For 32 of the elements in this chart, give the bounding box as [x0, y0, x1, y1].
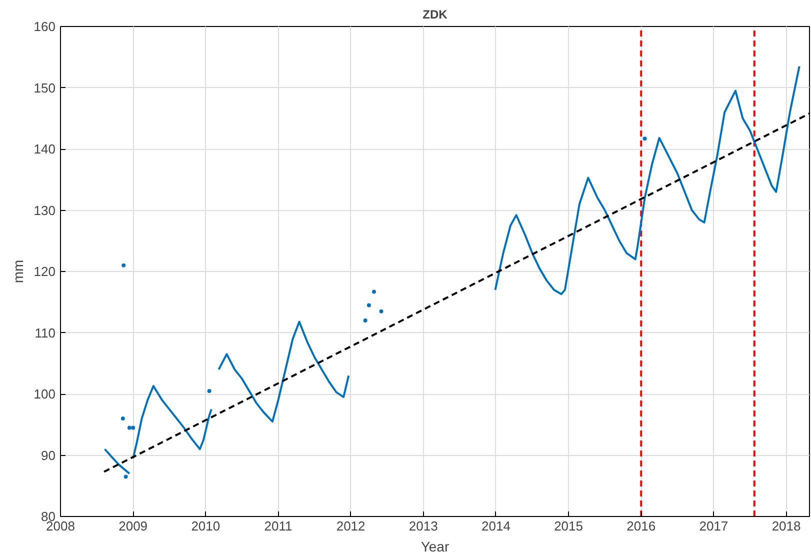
y-tick-label: 120: [34, 264, 56, 279]
x-tick-label: 2010: [191, 518, 220, 534]
point: [127, 426, 132, 430]
x-tick-label: 2013: [408, 518, 438, 534]
point: [122, 263, 126, 268]
point: [379, 309, 384, 314]
x-tick-label: 2011: [264, 518, 292, 534]
y-tick-label: 100: [34, 386, 56, 402]
x-tick-label: 2009: [118, 518, 148, 534]
point: [120, 416, 125, 420]
point: [363, 318, 368, 322]
y-tick-label: 90: [41, 448, 56, 463]
y-tick-label: 140: [34, 142, 56, 156]
y-axis-title: mm: [10, 260, 26, 284]
point: [131, 426, 136, 430]
x-tick-label: 2015: [554, 518, 584, 534]
x-tick-label: 2017: [699, 518, 728, 534]
chart-title: ZDK: [422, 8, 448, 22]
x-axis-title: Year: [420, 538, 450, 554]
x-tick-label: 2018: [772, 518, 801, 534]
point: [124, 474, 128, 479]
y-tick-label: 130: [34, 202, 56, 218]
x-tick-label: 2014: [482, 518, 510, 534]
point: [366, 303, 371, 308]
point: [372, 290, 376, 294]
y-tick-label: 160: [34, 19, 56, 34]
y-tick-label: 150: [34, 80, 56, 96]
point: [207, 388, 212, 393]
x-tick-label: 2012: [336, 518, 366, 534]
x-tick-label: 2016: [626, 518, 656, 534]
y-tick-label: 110: [34, 325, 56, 340]
point: [642, 136, 647, 141]
